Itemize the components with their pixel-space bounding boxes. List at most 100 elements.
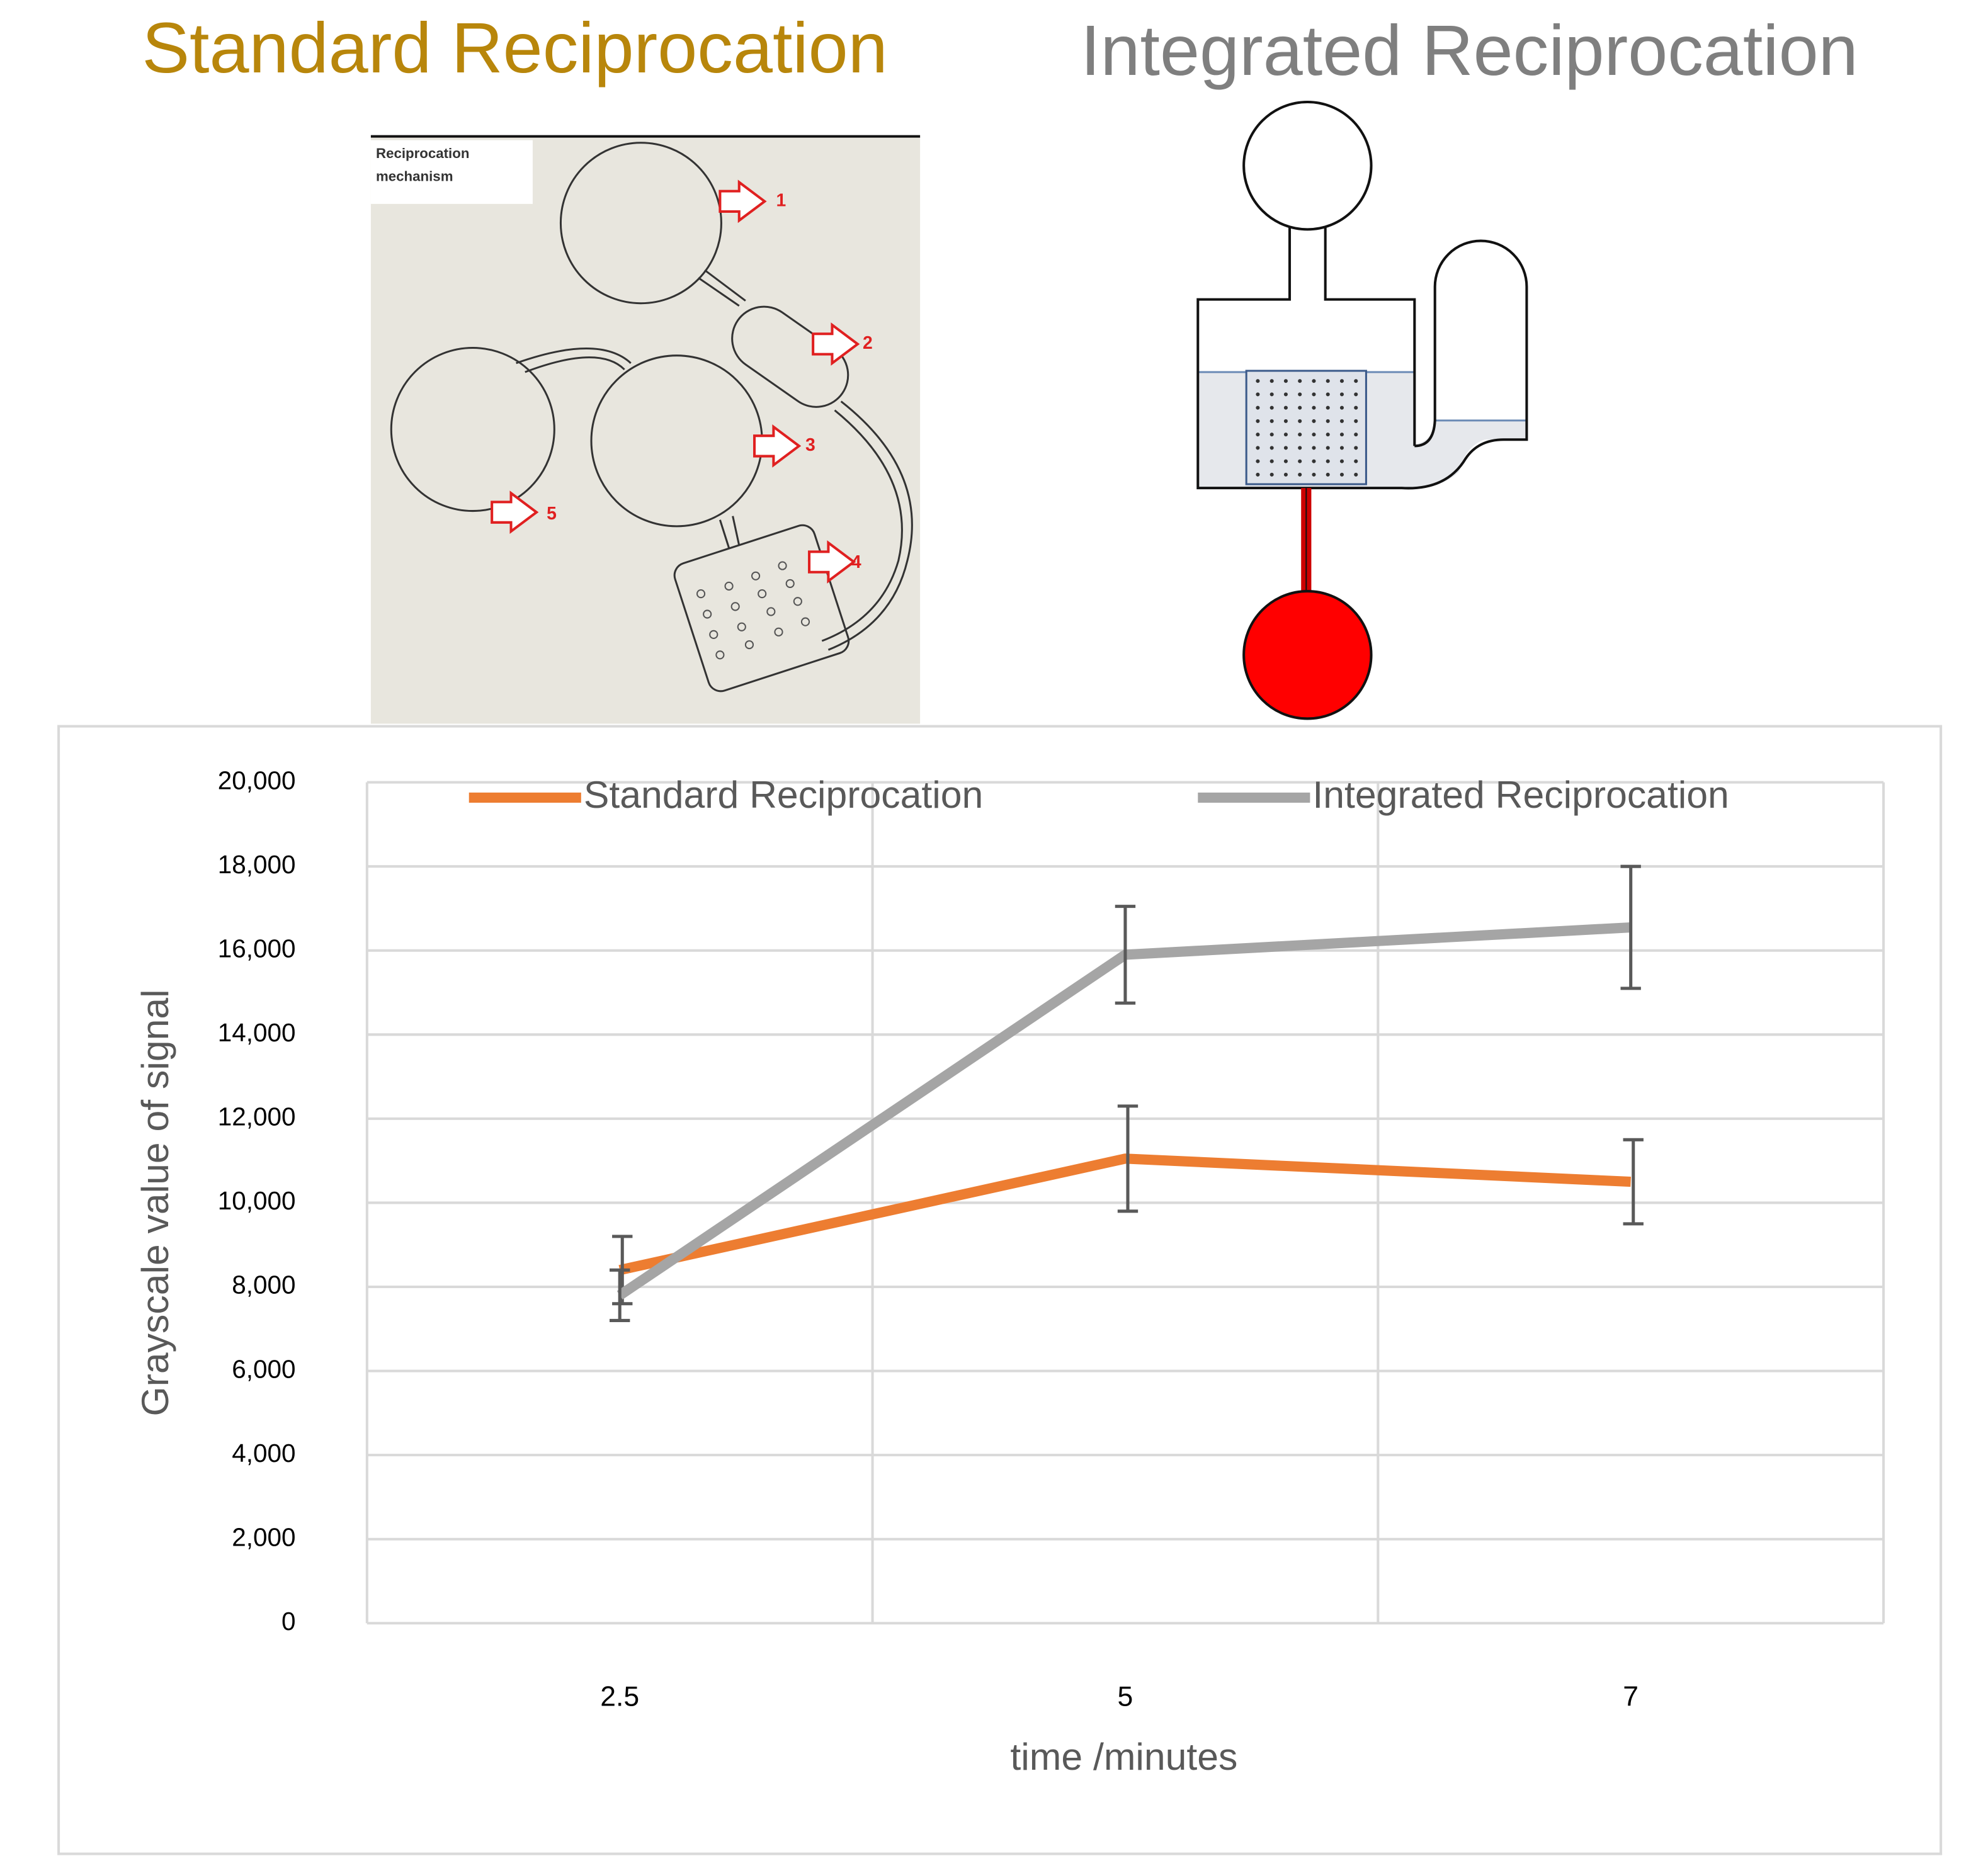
chip-dot (1298, 433, 1302, 437)
chip-dot (1312, 405, 1316, 410)
error-bar (1623, 1138, 1644, 1226)
chip-dot (1354, 472, 1358, 477)
y-tick-label: 4,000 (232, 1439, 295, 1468)
chip-dot (1269, 472, 1274, 477)
chip-dot (1298, 405, 1302, 410)
integrated-diagram (1196, 100, 1528, 720)
error-bar (1115, 905, 1136, 1005)
chip-dot (1326, 379, 1330, 383)
chip-dot (1269, 405, 1274, 410)
legend-label: Standard Reciprocation (584, 773, 983, 816)
integrated-title: Integrated Reciprocation (1081, 11, 1858, 91)
chip-dot (1326, 446, 1330, 450)
chip-dot (1312, 379, 1316, 383)
chip-dot (1269, 392, 1274, 397)
chip-dot (1339, 392, 1344, 397)
chip-dot (1283, 459, 1288, 463)
chip-dot (1256, 379, 1260, 383)
chip-dot (1283, 379, 1288, 383)
chip-dot (1339, 419, 1344, 423)
chip-dot (1354, 419, 1358, 423)
chip-dot (1312, 419, 1316, 423)
chip-dot (1354, 379, 1358, 383)
chip-dot (1339, 405, 1344, 410)
step-number: 1 (776, 190, 786, 210)
x-tick-label: 7 (1623, 1681, 1639, 1712)
x-axis-title: time /minutes (1010, 1735, 1237, 1778)
mechanism-caption: Reciprocation mechanism (375, 146, 470, 185)
chip-dot (1256, 405, 1260, 410)
step-number: 5 (547, 504, 557, 524)
error-bar (1620, 864, 1641, 990)
chip-dot (1298, 379, 1302, 383)
chip-dot (1339, 472, 1344, 477)
chip-dot (1326, 459, 1330, 463)
chip-dot (1326, 433, 1330, 437)
chip-dot (1283, 419, 1288, 423)
chip-dot (1283, 392, 1288, 397)
chip-dot (1354, 446, 1358, 450)
y-tick-label: 16,000 (218, 934, 296, 963)
chip-dot (1298, 392, 1302, 397)
chip-dot (1269, 459, 1274, 463)
chip-dot (1354, 392, 1358, 397)
chip-dot (1298, 472, 1302, 477)
chip-dot (1269, 446, 1274, 450)
y-axis-title: Grayscale value of signal (133, 989, 176, 1416)
chip-dot (1269, 419, 1274, 423)
y-tick-label: 2,000 (232, 1522, 295, 1551)
chip-dot (1269, 379, 1274, 383)
y-tick-label: 12,000 (218, 1102, 296, 1131)
chip-dot (1339, 379, 1344, 383)
chip-dot (1256, 433, 1260, 437)
chip-dot (1339, 459, 1344, 463)
chip-dot (1312, 433, 1316, 437)
y-tick-label: 14,000 (218, 1018, 296, 1047)
chip-dot (1354, 433, 1358, 437)
chip-dot (1256, 419, 1260, 423)
step-number: 4 (851, 552, 861, 572)
chip-dot (1339, 446, 1344, 450)
chip-dot (1256, 472, 1260, 477)
standard-title: Standard Reciprocation (142, 8, 887, 88)
chip-dot (1326, 472, 1330, 477)
chip-dot (1256, 446, 1260, 450)
step-number: 2 (863, 333, 873, 353)
y-tick-label: 0 (281, 1607, 296, 1636)
chip-dot (1256, 392, 1260, 397)
step-number: 3 (805, 435, 815, 455)
chip-dot (1326, 419, 1330, 423)
y-tick-label: 10,000 (218, 1186, 296, 1215)
legend-label: Integrated Reciprocation (1312, 773, 1729, 816)
chip-dot (1256, 459, 1260, 463)
series-line (618, 1153, 1632, 1276)
error-bar (1117, 1104, 1139, 1213)
y-tick-label: 6,000 (232, 1354, 295, 1383)
standard-diagram: Reciprocation mechanism 1 2 3 4 5 (370, 135, 921, 724)
chip-dot (1312, 472, 1316, 477)
x-tick-label: 2.5 (600, 1681, 639, 1712)
chip-dot (1339, 433, 1344, 437)
y-tick-label: 8,000 (232, 1270, 295, 1299)
error-bar (610, 1268, 630, 1322)
y-tick-label: 20,000 (218, 766, 296, 795)
chip-dot (1283, 405, 1288, 410)
chip-dot (1326, 405, 1330, 410)
chip-dot (1312, 446, 1316, 450)
chip-dot (1283, 446, 1288, 450)
chip-dot (1312, 392, 1316, 397)
y-tick-label: 18,000 (218, 850, 296, 879)
x-tick-label: 5 (1118, 1681, 1133, 1712)
chip-dot (1269, 433, 1274, 437)
chip-dot (1298, 459, 1302, 463)
chip-dot (1312, 459, 1316, 463)
chip-dot (1326, 392, 1330, 397)
chip-dot (1354, 405, 1358, 410)
chip-dot (1283, 433, 1288, 437)
chip-dot (1354, 459, 1358, 463)
chip-dot (1298, 419, 1302, 423)
chart-frame (57, 725, 1943, 1855)
chip-dot (1298, 446, 1302, 450)
chip-dot (1283, 472, 1288, 477)
